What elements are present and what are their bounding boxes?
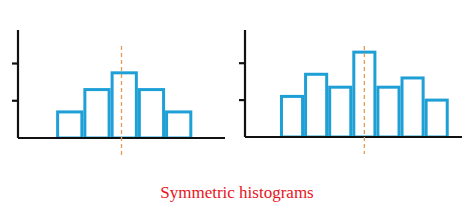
y-axis [244, 30, 246, 137]
x-axis [245, 136, 462, 138]
histogram-bar [426, 100, 447, 137]
y-tick [12, 100, 18, 102]
histogram-bar [167, 112, 191, 138]
histogram-bar [378, 87, 399, 137]
histogram-bar [306, 74, 327, 137]
histogram-bar [402, 78, 423, 137]
y-tick [12, 62, 18, 64]
histogram-bar [330, 87, 351, 137]
histogram-chart [239, 30, 462, 154]
figure: Symmetric histograms [0, 0, 474, 224]
histogram-bar [281, 96, 302, 137]
center-line [121, 46, 122, 155]
y-axis [17, 30, 19, 138]
center-line [364, 46, 365, 154]
histogram-bar [85, 90, 109, 138]
bars [58, 73, 191, 138]
y-tick [239, 62, 245, 64]
y-tick [239, 99, 245, 101]
histogram-chart [12, 30, 225, 155]
histogram-bar [112, 73, 136, 138]
histogram-bar [58, 112, 82, 138]
histogram-bar [139, 90, 163, 138]
caption: Symmetric histograms [160, 183, 313, 202]
